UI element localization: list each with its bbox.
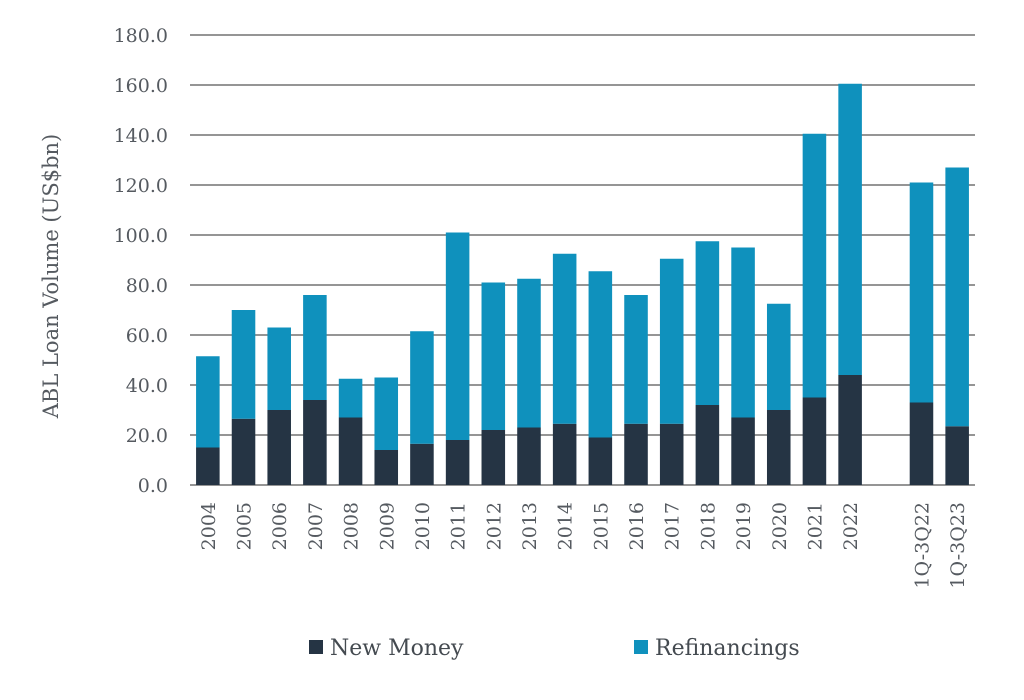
x-tick-label: 2012: [483, 502, 505, 550]
bar-new-money: [802, 397, 827, 485]
x-tick-label: 2007: [305, 502, 327, 550]
bar-refinancings: [766, 303, 791, 410]
x-axis-ticks: 2004 2005 2006 2007 2008 2009 2010 2011 2012 2013…: [198, 502, 969, 589]
y-tick-label: 20.0: [126, 425, 168, 447]
x-tick-label: 2020: [769, 502, 791, 550]
x-tick-label: 2015: [590, 502, 612, 550]
bar-new-money: [445, 440, 470, 485]
y-tick-label: 40.0: [126, 375, 168, 397]
x-tick-label: 2018: [697, 502, 719, 550]
bar-refinancings: [410, 331, 434, 444]
bar-refinancings: [303, 295, 327, 400]
x-tick-label: 2011: [448, 502, 470, 550]
x-tick-label: 1Q-3Q22: [911, 502, 933, 589]
x-tick-label: 2019: [733, 502, 755, 550]
bars: [196, 83, 969, 485]
x-tick-label: 2004: [198, 502, 220, 550]
bar-refinancings: [231, 310, 256, 419]
x-tick-label: 2022: [840, 502, 862, 550]
bar-refinancings: [517, 278, 541, 428]
x-tick-label: 2021: [804, 502, 826, 550]
bar-refinancings: [945, 167, 969, 427]
y-tick-label: 120.0: [114, 175, 168, 197]
bar-new-money: [766, 410, 791, 485]
bar-new-money: [624, 423, 648, 485]
y-axis-title: ABL Loan Volume (US$bn): [39, 134, 63, 419]
y-tick-label: 80.0: [126, 275, 168, 297]
bar-new-money: [338, 417, 363, 485]
x-tick-label: 2005: [234, 502, 256, 550]
bar-new-money: [303, 400, 327, 485]
bar-new-money: [267, 410, 291, 485]
y-tick-label: 160.0: [114, 75, 168, 97]
y-tick-label: 100.0: [114, 225, 168, 247]
bar-refinancings: [481, 282, 506, 430]
legend-swatch-refinancings: [634, 640, 648, 654]
bar-new-money: [695, 405, 720, 485]
y-axis-ticks: 0.0 20.0 40.0 60.0 80.0 100.0 120.0 140.0 160.0 1…: [114, 25, 168, 497]
bar-refinancings: [695, 241, 720, 405]
bar-refinancings: [338, 378, 363, 418]
x-tick-label: 2017: [662, 502, 684, 550]
bar-refinancings: [445, 232, 470, 440]
bar-new-money: [588, 437, 613, 485]
bar-new-money: [731, 417, 755, 485]
bar-refinancings: [588, 271, 613, 438]
bar-new-money: [909, 402, 934, 485]
x-tick-label: 2008: [341, 502, 363, 550]
bar-new-money: [196, 447, 220, 485]
y-tick-label: 180.0: [114, 25, 168, 47]
x-tick-label: 2010: [412, 502, 434, 550]
bar-new-money: [481, 430, 506, 485]
bar-new-money: [838, 375, 862, 485]
bar-refinancings: [659, 258, 684, 424]
x-tick-label: 1Q-3Q23: [947, 502, 969, 589]
bar-refinancings: [374, 377, 399, 450]
bar-refinancings: [909, 182, 934, 403]
bar-refinancings: [802, 133, 827, 398]
bar-new-money: [517, 427, 541, 485]
y-tick-label: 60.0: [126, 325, 168, 347]
bar-refinancings: [552, 253, 577, 424]
x-tick-label: 2014: [555, 502, 577, 550]
bar-refinancings: [624, 295, 648, 424]
bar-new-money: [945, 426, 969, 485]
bar-new-money: [231, 418, 256, 485]
bar-new-money: [552, 423, 577, 485]
y-tick-label: 0.0: [138, 475, 168, 497]
bar-new-money: [410, 443, 434, 485]
bar-refinancings: [267, 327, 291, 410]
bar-refinancings: [838, 83, 862, 375]
bar-new-money: [659, 423, 684, 485]
y-tick-label: 140.0: [114, 125, 168, 147]
legend-label-new-money: New Money: [330, 636, 464, 661]
bar-new-money: [374, 450, 399, 485]
legend-swatch-new-money: [309, 640, 323, 654]
bar-refinancings: [196, 356, 220, 448]
x-tick-label: 2009: [376, 502, 398, 550]
legend-label-refinancings: Refinancings: [655, 636, 800, 661]
bar-refinancings: [731, 247, 755, 418]
x-tick-label: 2013: [519, 502, 541, 550]
legend: New Money Refinancings: [309, 636, 800, 661]
x-tick-label: 2006: [269, 502, 291, 550]
x-tick-label: 2016: [626, 502, 648, 550]
